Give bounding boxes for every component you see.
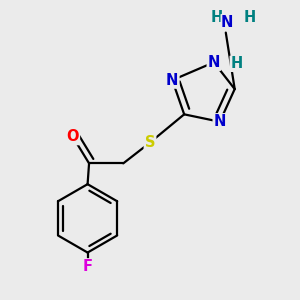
Text: O: O <box>67 129 79 144</box>
Text: N: N <box>166 73 178 88</box>
Text: H: H <box>230 56 242 71</box>
Text: H: H <box>244 10 256 25</box>
Text: F: F <box>82 259 93 274</box>
Text: H: H <box>211 10 223 25</box>
Text: S: S <box>145 135 155 150</box>
Text: N: N <box>221 15 233 30</box>
Text: N: N <box>214 114 226 129</box>
Text: N: N <box>208 55 220 70</box>
